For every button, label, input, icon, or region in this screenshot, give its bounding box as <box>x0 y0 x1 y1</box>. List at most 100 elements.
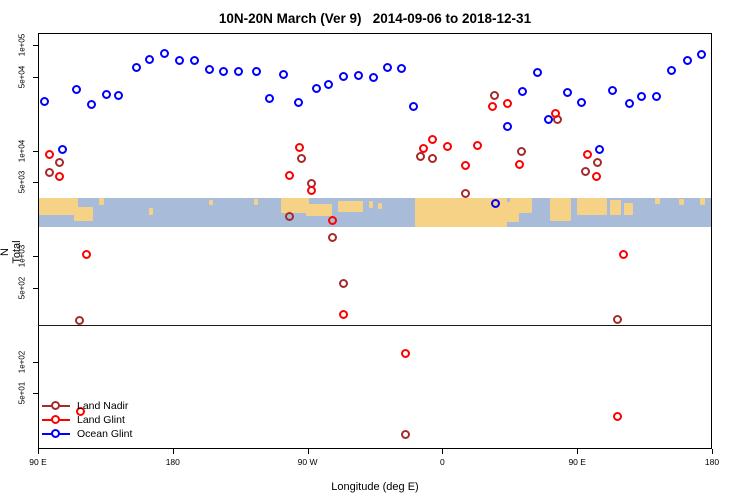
data-point-ocean-glint <box>576 97 586 107</box>
legend-label: Land Nadir <box>77 400 129 412</box>
land-mass <box>610 200 621 215</box>
data-point-ocean-glint <box>683 56 693 66</box>
data-point-land-nadir <box>284 211 294 221</box>
y-tick-label: 1e+05 <box>17 33 27 57</box>
x-axis-title: Longitude (deg E) <box>331 481 419 493</box>
world-map-strip <box>39 197 711 227</box>
y-tick-label: 5e+03 <box>17 171 27 194</box>
data-point-land-glint <box>443 141 453 151</box>
data-point-land-nadir <box>55 158 65 168</box>
data-point-ocean-glint <box>696 49 706 59</box>
data-point-ocean-glint <box>190 56 200 66</box>
legend-entry-land-nadir: Land Nadir <box>42 399 132 413</box>
data-point-land-glint <box>461 161 471 171</box>
x-tick-label: 0 <box>440 457 445 467</box>
data-point-ocean-glint <box>86 99 96 109</box>
data-point-land-glint <box>582 149 592 159</box>
data-point-ocean-glint <box>353 70 363 80</box>
data-point-ocean-glint <box>543 114 553 124</box>
data-point-ocean-glint <box>278 69 288 79</box>
data-point-land-glint <box>428 134 438 144</box>
data-point-land-glint <box>612 411 622 421</box>
data-point-ocean-glint <box>518 86 528 96</box>
data-point-land-glint <box>551 108 561 118</box>
data-point-land-nadir <box>338 278 348 288</box>
data-point-ocean-glint <box>491 199 501 209</box>
land-mass <box>337 201 363 213</box>
land-mass <box>623 203 633 215</box>
data-point-ocean-glint <box>131 63 141 73</box>
land-mass <box>577 197 608 215</box>
data-point-land-nadir <box>428 154 438 164</box>
data-point-land-nadir <box>489 90 499 100</box>
x-tick <box>38 449 39 454</box>
data-point-ocean-glint <box>58 145 68 155</box>
data-point-land-glint <box>44 149 54 159</box>
data-point-land-glint <box>515 160 525 170</box>
legend-entry-ocean-glint: Ocean Glint <box>42 427 132 441</box>
data-point-land-nadir <box>401 430 411 440</box>
data-point-land-nadir <box>74 316 84 326</box>
land-mass <box>73 206 94 221</box>
y-tick <box>33 76 38 78</box>
x-tick-label: 180 <box>165 457 180 467</box>
x-tick <box>172 449 174 454</box>
data-point-land-nadir <box>44 168 54 178</box>
data-point-land-glint <box>618 250 628 260</box>
land-mass <box>679 199 684 205</box>
data-point-land-glint <box>473 141 483 151</box>
data-point-land-nadir <box>296 154 306 164</box>
x-tick-label: 90 E <box>568 457 586 467</box>
land-mass <box>306 204 332 216</box>
data-point-ocean-glint <box>233 66 243 76</box>
x-tick-label: 90 W <box>297 457 318 467</box>
x-tick <box>307 449 309 454</box>
data-point-ocean-glint <box>175 56 185 66</box>
land-mass <box>253 199 259 205</box>
data-point-ocean-glint <box>113 91 123 101</box>
data-point-ocean-glint <box>563 88 573 98</box>
data-point-land-glint <box>401 348 411 358</box>
data-point-ocean-glint <box>160 49 170 59</box>
y-tick <box>33 393 38 395</box>
data-point-ocean-glint <box>666 65 676 75</box>
land-nadir-marker-icon <box>42 401 70 411</box>
data-point-ocean-glint <box>636 92 646 102</box>
land-mass <box>700 197 705 205</box>
data-point-land-nadir <box>612 315 622 325</box>
x-tick <box>442 449 444 454</box>
land-glint-marker-icon <box>42 415 70 425</box>
land-mass <box>148 207 154 216</box>
y-tick <box>33 45 38 46</box>
y-tick <box>33 150 38 152</box>
data-point-ocean-glint <box>205 64 215 74</box>
data-point-ocean-glint <box>101 89 111 99</box>
y-tick-label: 5e+04 <box>17 65 27 88</box>
land-mass <box>208 200 214 206</box>
data-point-land-glint <box>419 144 429 154</box>
y-tick <box>33 182 38 184</box>
reference-line <box>38 325 712 327</box>
data-point-land-glint <box>338 310 348 320</box>
y-tick-label: 1e+04 <box>17 139 27 162</box>
data-point-land-glint <box>55 172 65 182</box>
data-point-ocean-glint <box>145 55 155 65</box>
data-point-ocean-glint <box>408 102 418 112</box>
data-point-land-nadir <box>516 146 526 156</box>
chart-title: 10N-20N March (Ver 9) 2014-09-06 to 2018… <box>218 11 532 26</box>
data-point-land-nadir <box>328 233 338 243</box>
land-mass <box>99 197 104 206</box>
x-tick <box>712 449 713 454</box>
land-mass <box>550 197 572 222</box>
x-tick-label: 180 <box>704 457 720 467</box>
data-point-ocean-glint <box>608 86 618 96</box>
data-point-ocean-glint <box>218 66 228 76</box>
data-point-ocean-glint <box>368 73 378 83</box>
data-point-ocean-glint <box>383 63 393 73</box>
y-tick <box>33 361 38 363</box>
plot-area <box>38 33 712 449</box>
data-point-land-glint <box>76 407 86 417</box>
data-point-land-nadir <box>461 188 471 198</box>
data-point-ocean-glint <box>251 66 261 76</box>
